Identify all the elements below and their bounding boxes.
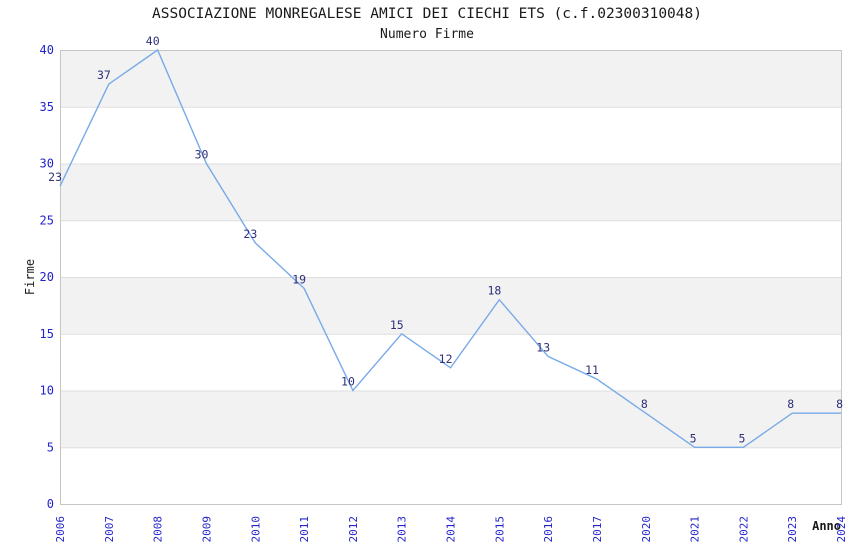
x-tick-label: 2015 — [493, 516, 506, 543]
point-label: 5 — [738, 431, 745, 445]
chart-title: ASSOCIAZIONE MONREGALESE AMICI DEI CIECH… — [152, 6, 702, 22]
x-tick-label: 2022 — [737, 516, 750, 543]
x-tick-label: 2016 — [542, 516, 555, 543]
x-tick-label: 2020 — [640, 516, 653, 543]
point-label: 30 — [195, 148, 209, 162]
x-tick-label: 2006 — [54, 516, 67, 543]
x-tick-label: 2021 — [689, 516, 702, 543]
grid-band — [60, 277, 841, 334]
x-tick-label: 2011 — [298, 516, 311, 543]
point-label: 37 — [97, 68, 111, 82]
y-tick-label: 40 — [40, 43, 54, 57]
series-line — [59, 48, 841, 448]
y-tick-label: 25 — [40, 213, 54, 227]
point-label: 40 — [146, 34, 160, 48]
x-tick-label: 2012 — [347, 516, 360, 543]
grid-band — [60, 390, 841, 448]
point-label: 8 — [836, 397, 843, 411]
point-label: 23 — [48, 170, 62, 184]
point-label: 5 — [690, 431, 697, 445]
y-tick-label: 0 — [47, 497, 54, 511]
x-tick-label: 2007 — [103, 516, 116, 543]
y-tick-label: 5 — [47, 440, 54, 454]
point-label: 19 — [292, 272, 306, 286]
chart-subtitle: Numero Firme — [380, 27, 474, 42]
x-tick-label: 2023 — [786, 516, 799, 543]
point-label: 12 — [439, 352, 453, 366]
y-tick-label: 30 — [40, 157, 54, 171]
x-tick-label: 2017 — [591, 516, 604, 543]
y-tick-label: 15 — [40, 327, 54, 341]
x-tick-label: 2014 — [445, 516, 458, 543]
point-label: 8 — [787, 397, 794, 411]
point-label: 8 — [641, 397, 648, 411]
point-label: 18 — [487, 284, 501, 298]
point-label: 23 — [243, 227, 257, 241]
x-tick-label: 2013 — [396, 516, 409, 543]
x-tick-label: 2010 — [249, 516, 262, 543]
x-tick-label: 2009 — [200, 516, 213, 543]
x-axis-title: Anno — [812, 519, 841, 533]
point-label: 15 — [390, 318, 404, 332]
x-tick-label: 2024 — [835, 516, 848, 543]
y-tick-label: 10 — [40, 384, 54, 398]
plot-border — [60, 50, 842, 505]
grid-band — [60, 50, 841, 107]
point-label: 11 — [585, 363, 599, 377]
point-label: 13 — [536, 340, 550, 354]
y-tick-label: 35 — [40, 100, 54, 114]
grid-band — [60, 163, 841, 221]
x-tick-label: 2008 — [152, 516, 165, 543]
y-tick-label: 20 — [40, 270, 54, 284]
point-label: 10 — [341, 375, 355, 389]
